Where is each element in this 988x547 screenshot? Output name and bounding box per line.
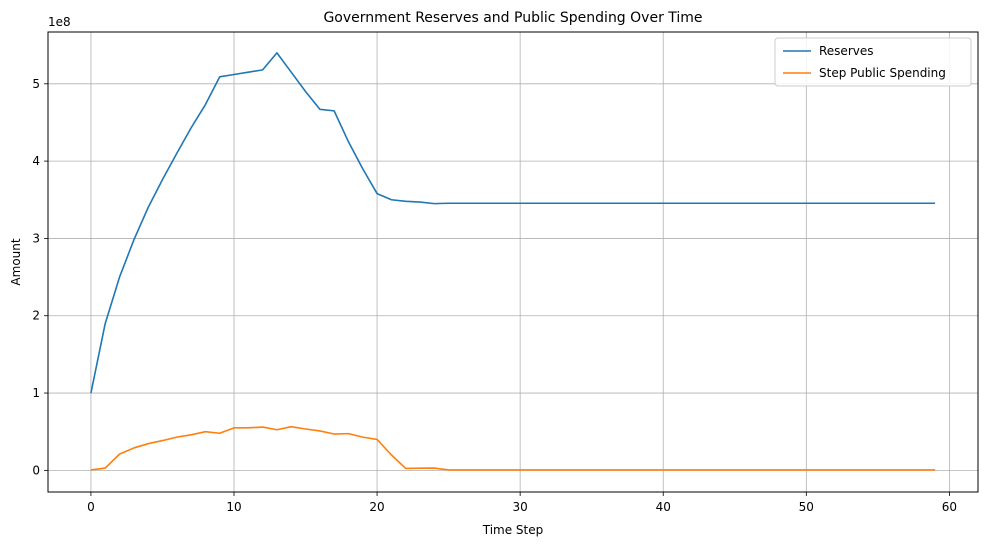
x-tick-label: 30 xyxy=(513,500,528,514)
y-axis-offset-label: 1e8 xyxy=(48,15,71,29)
x-axis-label: Time Step xyxy=(482,523,544,537)
legend: Reserves Step Public Spending xyxy=(774,37,972,87)
x-tick-label: 60 xyxy=(942,500,957,514)
x-tick-label: 0 xyxy=(87,500,95,514)
x-tick-label: 10 xyxy=(226,500,241,514)
y-axis-label: Amount xyxy=(9,238,23,285)
series-lines xyxy=(90,52,936,471)
y-tick-label: 1 xyxy=(32,386,40,400)
grid xyxy=(48,32,978,492)
y-tick-label: 0 xyxy=(32,463,40,477)
y-tick-label: 2 xyxy=(32,309,40,323)
series-line-reserves xyxy=(90,52,936,394)
y-tick-label: 3 xyxy=(32,231,40,245)
legend-box xyxy=(774,37,972,87)
y-tick-label: 5 xyxy=(32,77,40,91)
x-tick-label: 40 xyxy=(656,500,671,514)
x-tick-label: 50 xyxy=(799,500,814,514)
chart-title: Government Reserves and Public Spending … xyxy=(323,10,702,26)
legend-entry-label: Reserves xyxy=(819,44,874,58)
series-line-step-public-spending xyxy=(90,425,936,471)
y-tick-label: 4 xyxy=(32,154,40,168)
x-tick-label: 20 xyxy=(369,500,384,514)
legend-entry-label: Step Public Spending xyxy=(819,66,946,80)
plot-frame xyxy=(47,31,979,493)
axis-ticks: 0 10 20 30 40 50 60 0 1 2 3 4 5 xyxy=(32,77,957,514)
